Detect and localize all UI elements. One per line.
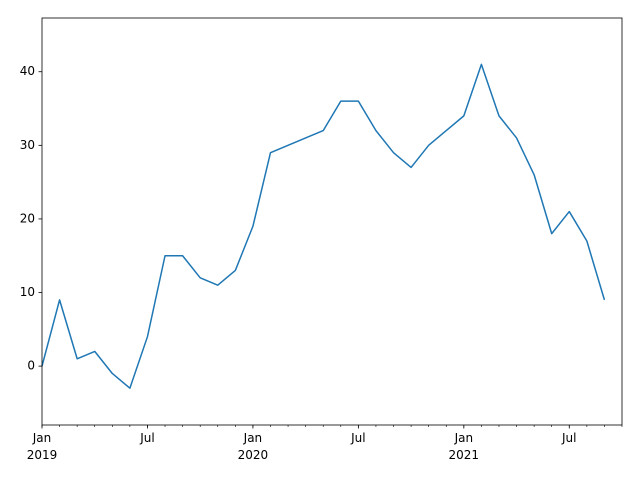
x-tick-label: Jul: [562, 431, 577, 445]
y-tick-label: 40: [20, 64, 35, 78]
y-tick-label: 30: [20, 138, 35, 152]
x-tick-label: Jan 2020: [237, 431, 269, 462]
y-tick-label: 10: [20, 285, 35, 299]
y-tick-label: 0: [27, 359, 35, 373]
x-tick-label: Jan 2021: [448, 431, 480, 462]
x-tick-label: Jan 2019: [26, 431, 58, 462]
y-tick-label: 20: [20, 211, 35, 225]
data-line: [41, 63, 606, 389]
x-tick-label: Jul: [351, 431, 366, 445]
plot-frame: [41, 17, 623, 426]
x-tick-label: Jul: [140, 431, 155, 445]
